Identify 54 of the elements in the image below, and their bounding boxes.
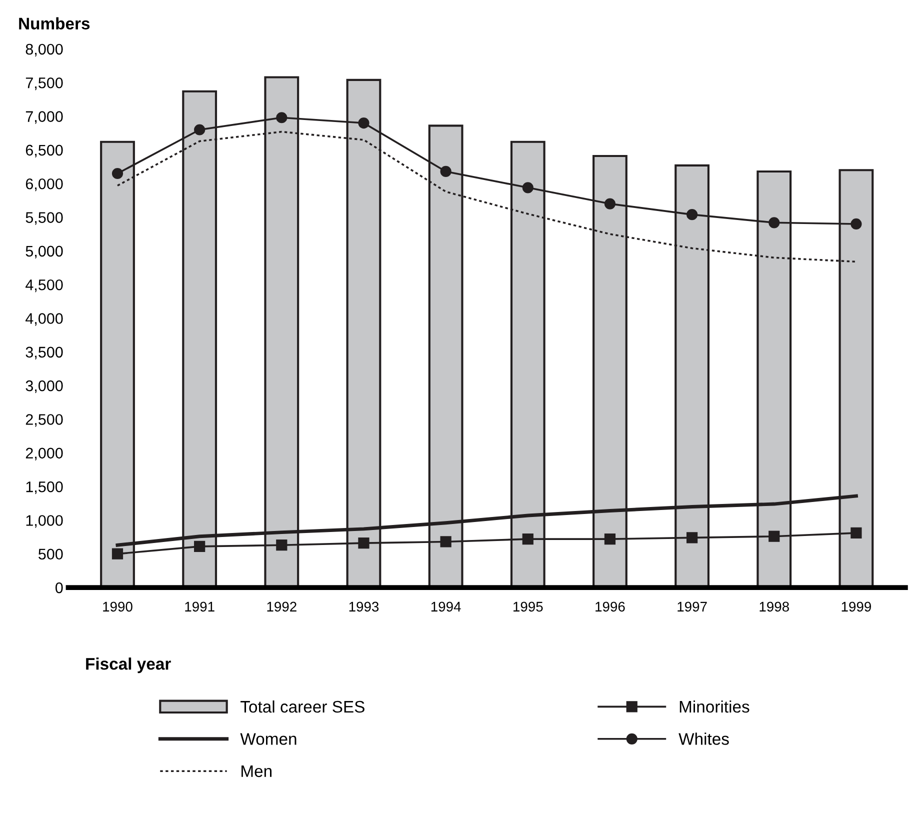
y-axis-title: Numbers xyxy=(19,17,90,30)
point xyxy=(276,540,288,551)
x-tick-label: 1999 xyxy=(842,602,871,612)
point xyxy=(194,124,206,136)
point xyxy=(686,532,698,544)
y-tick-label: 8,000 xyxy=(26,44,63,56)
y-tick-label: 0 xyxy=(55,582,63,594)
point xyxy=(768,530,780,542)
y-tick-label: 500 xyxy=(38,548,63,560)
point xyxy=(358,117,370,129)
x-tick-label: 1998 xyxy=(760,602,789,612)
point xyxy=(604,533,616,545)
point xyxy=(604,198,616,210)
x-tick-label: 1995 xyxy=(514,602,543,612)
point xyxy=(358,538,370,549)
x-tick-label: 1990 xyxy=(103,602,132,612)
y-tick-label: 6,500 xyxy=(26,144,63,158)
x-tick-label: 1993 xyxy=(349,602,379,612)
point xyxy=(686,209,698,220)
point xyxy=(850,218,862,230)
y-tick-label: 7,500 xyxy=(26,77,63,90)
x-axis-title: Fiscal year xyxy=(86,658,171,674)
legend-label: Women xyxy=(240,733,296,745)
point xyxy=(194,540,206,552)
legend-label: Total career SES xyxy=(240,700,364,713)
point xyxy=(768,217,780,228)
legend-label: Minorities xyxy=(680,700,750,713)
point xyxy=(440,536,452,548)
y-tick-label: 3,500 xyxy=(26,346,63,360)
x-tick-label: 1994 xyxy=(431,602,461,612)
point xyxy=(522,533,534,545)
x-tick-label: 1996 xyxy=(596,602,625,612)
x-tick-label: 1991 xyxy=(185,602,214,612)
x-tick-label: 1992 xyxy=(267,602,296,612)
legend-label: Men xyxy=(242,765,272,778)
point xyxy=(850,527,862,539)
y-tick-label: 7,000 xyxy=(26,111,63,124)
y-tick-label: 6,000 xyxy=(26,178,63,192)
y-tick-label: 4,000 xyxy=(26,313,63,326)
legend-label: Whites xyxy=(678,732,729,745)
y-tick-label: 1,000 xyxy=(26,515,63,528)
y-tick-label: 2,000 xyxy=(26,448,63,460)
point xyxy=(276,112,288,124)
x-tick-label: 1997 xyxy=(678,602,707,612)
point xyxy=(112,168,124,180)
y-tick-label: 4,500 xyxy=(26,279,63,292)
y-tick-label: 3,000 xyxy=(26,380,63,394)
y-tick-label: 5,500 xyxy=(26,212,63,225)
y-tick-label: 5,000 xyxy=(26,246,63,258)
y-tick-label: 1,500 xyxy=(26,481,63,494)
point xyxy=(522,182,534,194)
y-tick-label: 2,500 xyxy=(26,414,63,427)
point xyxy=(440,166,452,178)
point xyxy=(112,548,124,560)
